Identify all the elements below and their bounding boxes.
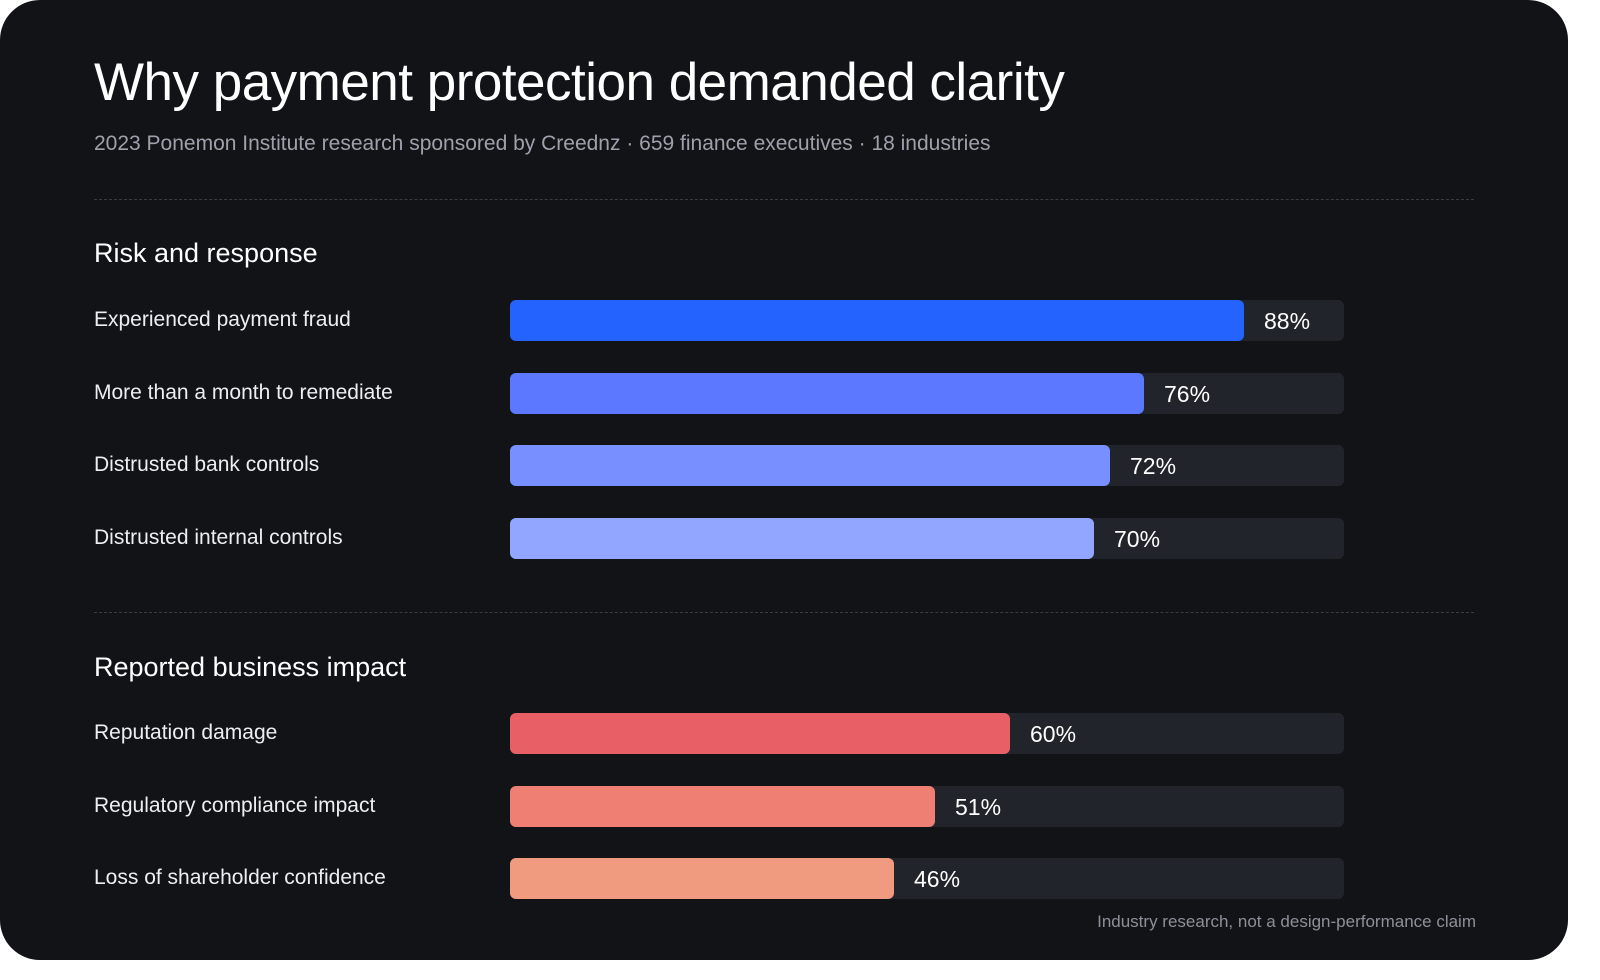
bar-category-label: Distrusted bank controls bbox=[94, 453, 320, 476]
bar-row: Experienced payment fraud 88% bbox=[0, 300, 1568, 341]
bar bbox=[510, 858, 894, 899]
bar-value-label: 46% bbox=[914, 866, 961, 892]
bar-category-label: Experienced payment fraud bbox=[94, 308, 351, 331]
section-title-risk: Risk and response bbox=[94, 238, 318, 268]
bar-row: Distrusted internal controls 70% bbox=[0, 517, 1568, 559]
divider bbox=[94, 199, 1474, 200]
bar-category-label: Regulatory compliance impact bbox=[94, 793, 376, 817]
bar-track: 70% bbox=[510, 517, 1344, 559]
bar-value-label: 72% bbox=[1130, 453, 1177, 479]
bar-value-label: 76% bbox=[1164, 380, 1211, 407]
bar-category-label: Loss of shareholder confidence bbox=[94, 866, 386, 889]
bar-category-label: Reputation damage bbox=[94, 721, 278, 744]
bar-track: 88% bbox=[510, 300, 1344, 341]
bar-value-label: 88% bbox=[1264, 308, 1311, 334]
bar-value-label: 70% bbox=[1114, 525, 1161, 552]
footnote: Industry research, not a design-performa… bbox=[1097, 912, 1476, 931]
page-title: Why payment protection demanded clarity bbox=[94, 53, 1065, 112]
bar bbox=[510, 517, 1094, 559]
section-title-impact: Reported business impact bbox=[94, 652, 407, 682]
bar-track: 51% bbox=[510, 785, 1344, 827]
divider bbox=[94, 612, 1474, 613]
bar-row: More than a month to remediate 76% bbox=[0, 372, 1568, 414]
bar bbox=[510, 300, 1244, 341]
bar-category-label: Distrusted internal controls bbox=[94, 525, 343, 549]
bar bbox=[510, 445, 1110, 486]
bar bbox=[510, 372, 1144, 414]
bar bbox=[510, 713, 1010, 754]
bar-category-label: More than a month to remediate bbox=[94, 380, 393, 404]
bar-row: Regulatory compliance impact 51% bbox=[0, 785, 1568, 827]
bar-track: 46% bbox=[510, 858, 1344, 899]
bar-track: 76% bbox=[510, 372, 1344, 414]
page-subtitle: 2023 Ponemon Institute research sponsore… bbox=[94, 132, 991, 155]
chart-card: Why payment protection demanded clarity … bbox=[0, 0, 1568, 960]
bar-value-label: 51% bbox=[955, 793, 1002, 820]
bar-track: 72% bbox=[510, 445, 1344, 486]
bar-value-label: 60% bbox=[1030, 721, 1077, 747]
bar-track: 60% bbox=[510, 713, 1344, 754]
bar-row: Distrusted bank controls 72% bbox=[0, 445, 1568, 486]
bar-row: Loss of shareholder confidence 46% bbox=[0, 858, 1568, 899]
bar bbox=[510, 785, 935, 827]
bar-row: Reputation damage 60% bbox=[0, 713, 1568, 754]
